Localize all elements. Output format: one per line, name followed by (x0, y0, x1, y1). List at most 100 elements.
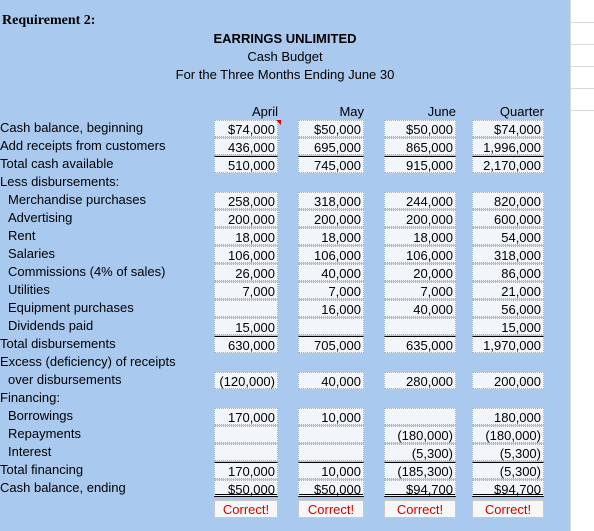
cell-total-disb-june[interactable]: 635,000 (384, 336, 456, 353)
status-april: Correct! (214, 500, 278, 518)
cell-commissions-quarter[interactable]: 86,000 (472, 264, 544, 281)
cell-rent-april[interactable]: 18,000 (214, 228, 278, 245)
cell-commissions-may[interactable]: 40,000 (298, 264, 364, 281)
cell-total-disb-quarter[interactable]: 1,970,000 (472, 336, 544, 353)
cell-total-available-may[interactable]: 745,000 (298, 156, 364, 173)
cell-equipment-june[interactable]: 40,000 (384, 300, 456, 317)
cell-advertising-may[interactable]: 200,000 (298, 210, 364, 227)
cell-merch-quarter[interactable]: 820,000 (472, 192, 544, 209)
cell-dividends-may[interactable] (298, 318, 364, 335)
cell-utilities-april[interactable]: 7,000 (214, 282, 278, 299)
cell-cash-beginning-may[interactable]: $50,000 (298, 120, 364, 137)
row-label-merch: Merchandise purchases (8, 192, 147, 207)
cell-cash-ending-quarter[interactable]: $94,700 (472, 480, 544, 497)
cell-borrowings-april[interactable]: 170,000 (214, 408, 278, 425)
row-label-utilities: Utilities (8, 282, 50, 297)
cell-total-financing-quarter[interactable]: (5,300) (472, 462, 544, 479)
cell-commissions-june[interactable]: 20,000 (384, 264, 456, 281)
cell-merch-april[interactable]: 258,000 (214, 192, 278, 209)
cell-receipts-quarter[interactable]: 1,996,000 (472, 138, 544, 155)
cell-total-financing-april[interactable]: 170,000 (214, 462, 278, 479)
column-header-may: May (339, 104, 364, 119)
cell-dividends-april[interactable]: 15,000 (214, 318, 278, 335)
cell-cash-beginning-april[interactable]: $74,000 (214, 120, 278, 137)
cell-rent-may[interactable]: 18,000 (298, 228, 364, 245)
cell-interest-quarter[interactable]: (5,300) (472, 444, 544, 461)
cell-excess-quarter[interactable]: 200,000 (472, 372, 544, 389)
cell-repayments-quarter[interactable]: (180,000) (472, 426, 544, 443)
row-label-total-available: Total cash available (0, 156, 114, 171)
gridline (570, 44, 594, 45)
cell-equipment-may[interactable]: 16,000 (298, 300, 364, 317)
row-label-equipment: Equipment purchases (8, 300, 134, 315)
cell-utilities-quarter[interactable]: 21,000 (472, 282, 544, 299)
cell-equipment-april[interactable] (214, 300, 278, 317)
row-label-dividends: Dividends paid (8, 318, 94, 333)
status-may: Correct! (298, 500, 364, 518)
cell-commissions-april[interactable]: 26,000 (214, 264, 278, 281)
cell-interest-april[interactable] (214, 444, 278, 461)
cell-total-available-quarter[interactable]: 2,170,000 (472, 156, 544, 173)
gridline (570, 110, 594, 111)
cell-total-available-april[interactable]: 510,000 (214, 156, 278, 173)
cell-salaries-quarter[interactable]: 318,000 (472, 246, 544, 263)
cell-merch-may[interactable]: 318,000 (298, 192, 364, 209)
cell-excess-june[interactable]: 280,000 (384, 372, 456, 389)
cell-merch-june[interactable]: 244,000 (384, 192, 456, 209)
cell-total-disb-april[interactable]: 630,000 (214, 336, 278, 353)
cell-rent-june[interactable]: 18,000 (384, 228, 456, 245)
row-label-receipts: Add receipts from customers (0, 138, 166, 153)
cell-cash-beginning-quarter[interactable]: $74,000 (472, 120, 544, 137)
report-title: Cash Budget (247, 49, 323, 64)
row-label-financing: Financing: (0, 390, 60, 405)
cell-repayments-may[interactable] (298, 426, 364, 443)
cell-repayments-april[interactable] (214, 426, 278, 443)
row-label-excess2: over disbursements (8, 372, 122, 387)
cell-utilities-may[interactable]: 7,000 (298, 282, 364, 299)
cell-advertising-april[interactable]: 200,000 (214, 210, 278, 227)
cell-salaries-april[interactable]: 106,000 (214, 246, 278, 263)
row-label-borrowings: Borrowings (8, 408, 74, 423)
cell-total-financing-june[interactable]: (185,300) (384, 462, 456, 479)
column-header-quarter: Quarter (499, 104, 544, 119)
cell-dividends-quarter[interactable]: 15,000 (472, 318, 544, 335)
cell-total-available-june[interactable]: 915,000 (384, 156, 456, 173)
cell-cash-ending-april[interactable]: $50,000 (214, 480, 278, 497)
cell-interest-may[interactable] (298, 444, 364, 461)
gridline (570, 88, 594, 89)
column-header-june: June (427, 104, 456, 119)
row-label-advertising: Advertising (8, 210, 73, 225)
cell-total-financing-may[interactable]: 10,000 (298, 462, 364, 479)
comment-marker-icon (276, 120, 281, 125)
requirement-heading: Requirement 2: (2, 13, 96, 28)
cell-cash-ending-may[interactable]: $50,000 (298, 480, 364, 497)
cell-repayments-june[interactable]: (180,000) (384, 426, 456, 443)
cell-receipts-april[interactable]: 436,000 (214, 138, 278, 155)
gridline (570, 0, 571, 531)
cell-salaries-may[interactable]: 106,000 (298, 246, 364, 263)
cell-equipment-quarter[interactable]: 56,000 (472, 300, 544, 317)
column-header-april: April (251, 104, 278, 119)
cell-receipts-june[interactable]: 865,000 (384, 138, 456, 155)
cell-receipts-may[interactable]: 695,000 (298, 138, 364, 155)
cell-cash-ending-june[interactable]: $94,700 (384, 480, 456, 497)
cell-utilities-june[interactable]: 7,000 (384, 282, 456, 299)
status-june: Correct! (384, 500, 456, 518)
row-label-rent: Rent (8, 228, 36, 243)
cell-interest-june[interactable]: (5,300) (384, 444, 456, 461)
cell-advertising-june[interactable]: 200,000 (384, 210, 456, 227)
company-name: EARRINGS UNLIMITED (213, 31, 357, 46)
cell-borrowings-june[interactable] (384, 408, 456, 425)
cell-salaries-june[interactable]: 106,000 (384, 246, 456, 263)
cell-excess-may[interactable]: 40,000 (298, 372, 364, 389)
cell-rent-quarter[interactable]: 54,000 (472, 228, 544, 245)
cell-advertising-quarter[interactable]: 600,000 (472, 210, 544, 227)
row-label-total-financing: Total financing (0, 462, 84, 477)
cell-borrowings-quarter[interactable]: 180,000 (472, 408, 544, 425)
cell-borrowings-may[interactable]: 10,000 (298, 408, 364, 425)
cell-excess-april[interactable]: (120,000) (214, 372, 278, 389)
cell-total-disb-may[interactable]: 705,000 (298, 336, 364, 353)
cell-cash-beginning-june[interactable]: $50,000 (384, 120, 456, 137)
row-label-excess1: Excess (deficiency) of receipts (0, 354, 176, 369)
cell-dividends-june[interactable] (384, 318, 456, 335)
